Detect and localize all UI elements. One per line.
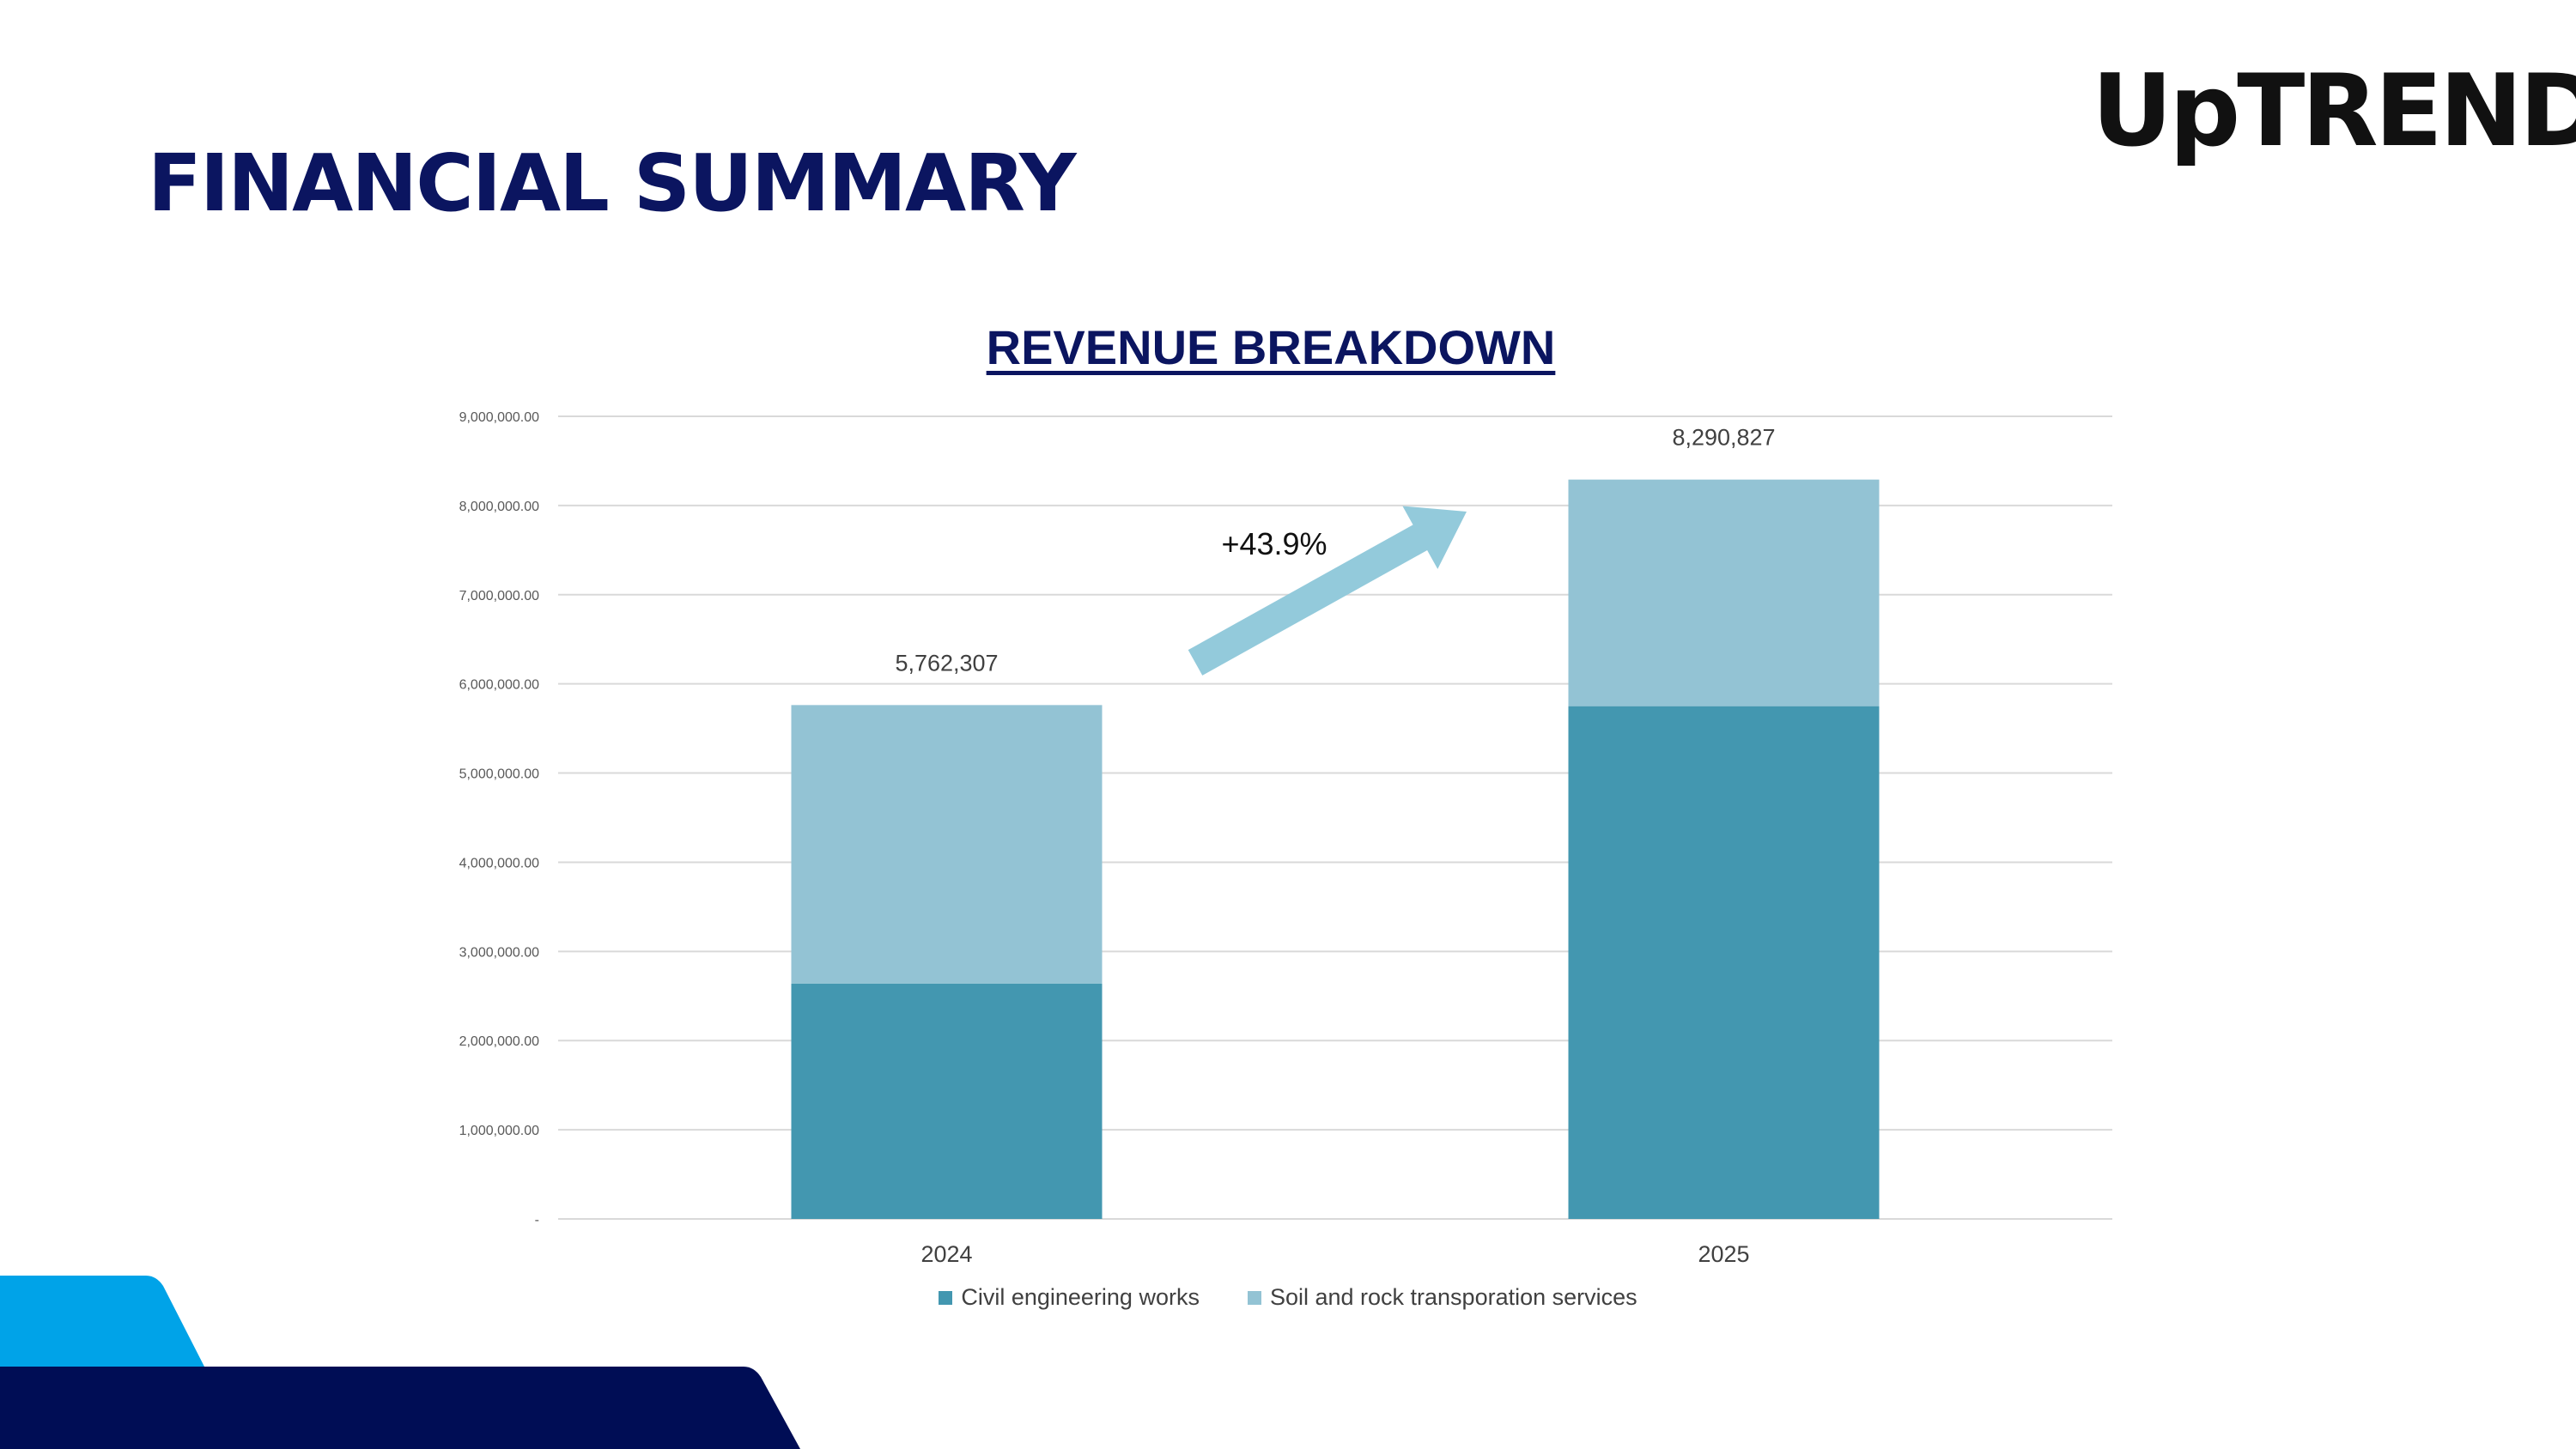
growth-arrow-icon — [1188, 506, 1467, 676]
page-title: FINANCIAL SUMMARY — [148, 137, 1077, 229]
uptrend-logo: UpTREND — [2092, 53, 2576, 169]
revenue-chart: - 1,000,000.00 2,000,000.00 3,000,000.00 4,0… — [459, 410, 2112, 1267]
legend-label-soil: Soil and rock transporation services — [1269, 1284, 1637, 1310]
y-tick-label: 4,000,000.00 — [459, 856, 540, 870]
bar-soil-2024 — [791, 705, 1103, 984]
y-tick-label: 7,000,000.00 — [459, 589, 540, 603]
legend-item-civil: Civil engineering works — [939, 1284, 1200, 1311]
legend-label-civil: Civil engineering works — [961, 1284, 1200, 1310]
y-tick-label: 2,000,000.00 — [459, 1034, 540, 1049]
x-tick-label-2025: 2025 — [1698, 1241, 1749, 1267]
legend-swatch-soil — [1247, 1290, 1261, 1305]
total-label-2024: 5,762,307 — [895, 650, 998, 676]
x-tick-label-2024: 2024 — [920, 1241, 972, 1267]
bar-civil-2025 — [1568, 706, 1880, 1219]
y-tick-label: 1,000,000.00 — [459, 1124, 540, 1138]
deco-shape-light — [0, 1276, 204, 1367]
y-tick-label: 3,000,000.00 — [459, 945, 540, 960]
bar-civil-2024 — [791, 983, 1103, 1219]
y-tick-label: 9,000,000.00 — [459, 410, 540, 425]
chart-title: REVENUE BREAKDOWN — [986, 320, 1556, 374]
growth-annotation: +43.9% — [1221, 526, 1327, 561]
legend-swatch-civil — [939, 1290, 953, 1305]
bar-soil-2025 — [1568, 479, 1880, 706]
y-tick-label: 6,000,000.00 — [459, 678, 540, 693]
y-tick-label: - — [535, 1213, 539, 1228]
y-tick-label: 5,000,000.00 — [459, 767, 540, 782]
y-tick-label: 8,000,000.00 — [459, 500, 540, 514]
chart-legend: Civil engineering works Soil and rock tr… — [0, 1284, 2576, 1311]
deco-shape-dark — [0, 1367, 800, 1449]
legend-item-soil: Soil and rock transporation services — [1247, 1284, 1637, 1311]
total-label-2025: 8,290,827 — [1672, 425, 1775, 451]
